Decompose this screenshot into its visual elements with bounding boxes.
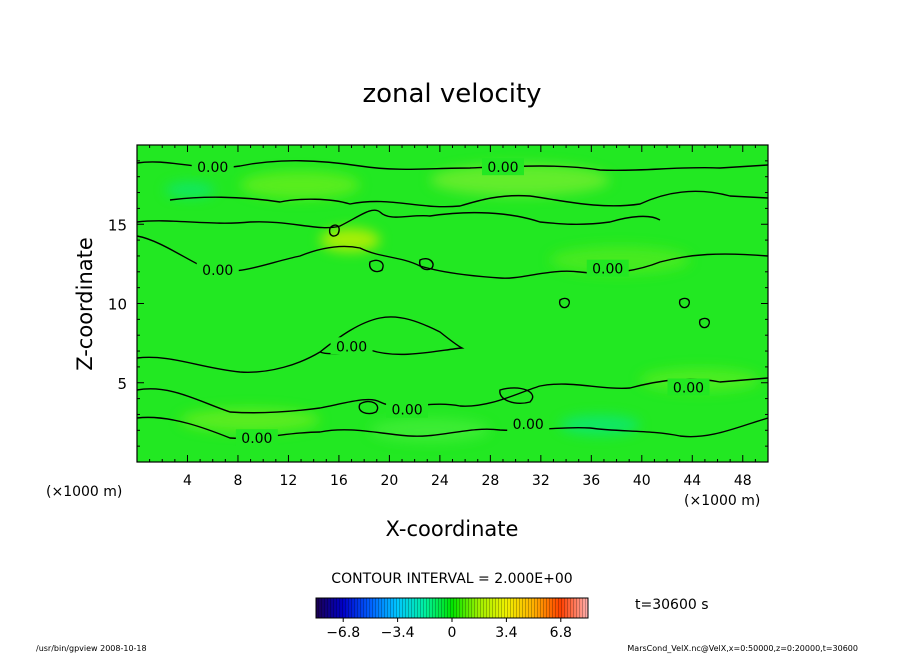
contour-label-bg <box>586 259 629 277</box>
contour-label: 0.00 <box>336 339 367 355</box>
contour-label: 0.00 <box>197 160 228 176</box>
x-tick-label: 36 <box>582 473 600 489</box>
colorbar-tick-label: −3.4 <box>381 625 415 641</box>
y-tick-label: 10 <box>108 296 127 314</box>
contour-label: 0.00 <box>673 381 704 397</box>
contour-label-bg <box>191 158 234 176</box>
y-axis-unit: (×1000 m) <box>46 484 122 500</box>
y-tick-labels: 5 10 15 <box>108 216 127 393</box>
chart-title: zonal velocity <box>362 79 541 109</box>
footer-right: MarsCond_VelX.nc@VelX,x=0:50000,z=0:2000… <box>627 644 858 653</box>
x-tick-label: 4 <box>183 473 192 489</box>
contour-interval-text: CONTOUR INTERVAL = 2.000E+00 <box>331 571 572 587</box>
x-tick-label: 16 <box>330 473 348 489</box>
y-tick-label: 5 <box>117 375 127 393</box>
colorbar-tick-label: 0 <box>448 625 457 641</box>
x-tick-label: 8 <box>233 473 242 489</box>
x-tick-label: 20 <box>380 473 398 489</box>
x-axis-unit: (×1000 m) <box>684 493 760 509</box>
time-text: t=30600 s <box>635 597 709 613</box>
x-tick-label: 48 <box>734 473 752 489</box>
contour-label: 0.00 <box>202 263 233 279</box>
contour-label-bg <box>667 378 710 396</box>
y-tick-label: 15 <box>108 216 127 234</box>
colorbar: −6.8 −3.4 0 3.4 6.8 <box>315 597 589 641</box>
contour-label: 0.00 <box>241 431 272 447</box>
x-tick-label: 40 <box>633 473 651 489</box>
x-tick-label: 32 <box>532 473 550 489</box>
x-axis-label: X-coordinate <box>386 517 519 541</box>
plot-area: 0.00 0.00 0.00 0.00 0.00 0.00 0.00 0.00 0.00 <box>136 144 769 463</box>
contour-label: 0.00 <box>592 262 623 278</box>
contour-label-bg <box>330 337 373 355</box>
x-tick-labels: 4 8 12 16 20 24 28 32 36 40 44 48 <box>183 473 752 489</box>
x-tick-label: 28 <box>481 473 499 489</box>
contour-label: 0.00 <box>487 160 518 176</box>
contour-label-bg <box>196 261 239 279</box>
contour-label: 0.00 <box>513 417 544 433</box>
colorbar-ticks: −6.8 −3.4 0 3.4 6.8 <box>326 618 572 641</box>
x-tick-label: 24 <box>431 473 449 489</box>
colorbar-tick-label: 3.4 <box>495 625 517 641</box>
contour-label-bg <box>235 429 278 447</box>
contour-labels: 0.00 0.00 0.00 0.00 0.00 0.00 0.00 0.00 0.00 <box>191 158 710 447</box>
contour-label: 0.00 <box>391 403 422 419</box>
y-axis-label: Z-coordinate <box>73 237 97 371</box>
contour-label-bg <box>386 400 429 418</box>
contour-label-bg <box>481 158 524 176</box>
x-tick-label: 44 <box>683 473 701 489</box>
axis-ticks <box>137 145 768 462</box>
footer-left: /usr/bin/gpview 2008-10-18 <box>36 644 147 653</box>
x-tick-label: 12 <box>280 473 298 489</box>
colorbar-tick-label: −6.8 <box>326 625 360 641</box>
colorbar-tick-label: 6.8 <box>550 625 572 641</box>
contour-label-bg <box>507 414 550 432</box>
